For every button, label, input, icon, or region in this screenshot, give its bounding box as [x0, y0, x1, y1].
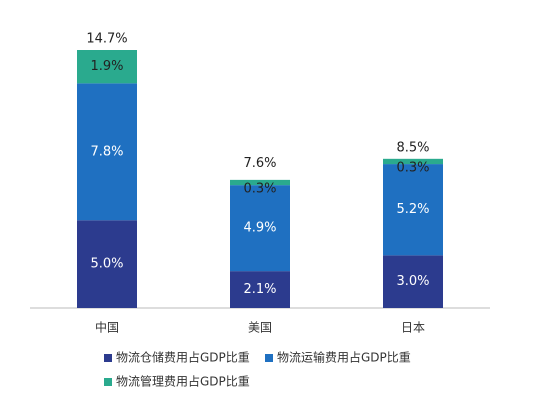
total-label: 14.7% [86, 32, 127, 47]
bar-segment [77, 83, 137, 221]
legend-swatch [104, 378, 112, 386]
value-label: 5.0% [90, 257, 123, 272]
legend-swatch [104, 354, 112, 362]
value-label: 4.9% [243, 221, 276, 236]
legend-label: 物流运输费用占GDP比重 [277, 350, 411, 365]
legend-label: 物流管理费用占GDP比重 [116, 374, 250, 389]
value-label: 7.8% [90, 144, 123, 159]
value-label: 1.9% [90, 59, 123, 74]
value-label: 5.2% [396, 202, 429, 217]
legend-label: 物流仓储费用占GDP比重 [116, 350, 250, 365]
bar-segment [383, 255, 443, 308]
bar-segment [77, 220, 137, 308]
bar-segment [383, 158, 443, 165]
x-tick-label: 美国 [248, 321, 272, 335]
bar-segment [230, 271, 290, 308]
legend-swatch [265, 354, 273, 362]
value-label: 0.3% [243, 181, 276, 196]
x-tick-label: 日本 [401, 321, 425, 335]
x-tick-label: 中国 [95, 320, 119, 335]
value-label: 3.0% [396, 274, 429, 289]
value-label: 2.1% [243, 282, 276, 297]
bar-segment [230, 179, 290, 186]
bar-segment [230, 185, 290, 272]
total-label: 7.6% [243, 156, 276, 171]
value-label: 0.3% [396, 160, 429, 175]
bar-segment [77, 50, 137, 84]
bar-segment [383, 164, 443, 256]
total-label: 8.5% [396, 140, 429, 155]
